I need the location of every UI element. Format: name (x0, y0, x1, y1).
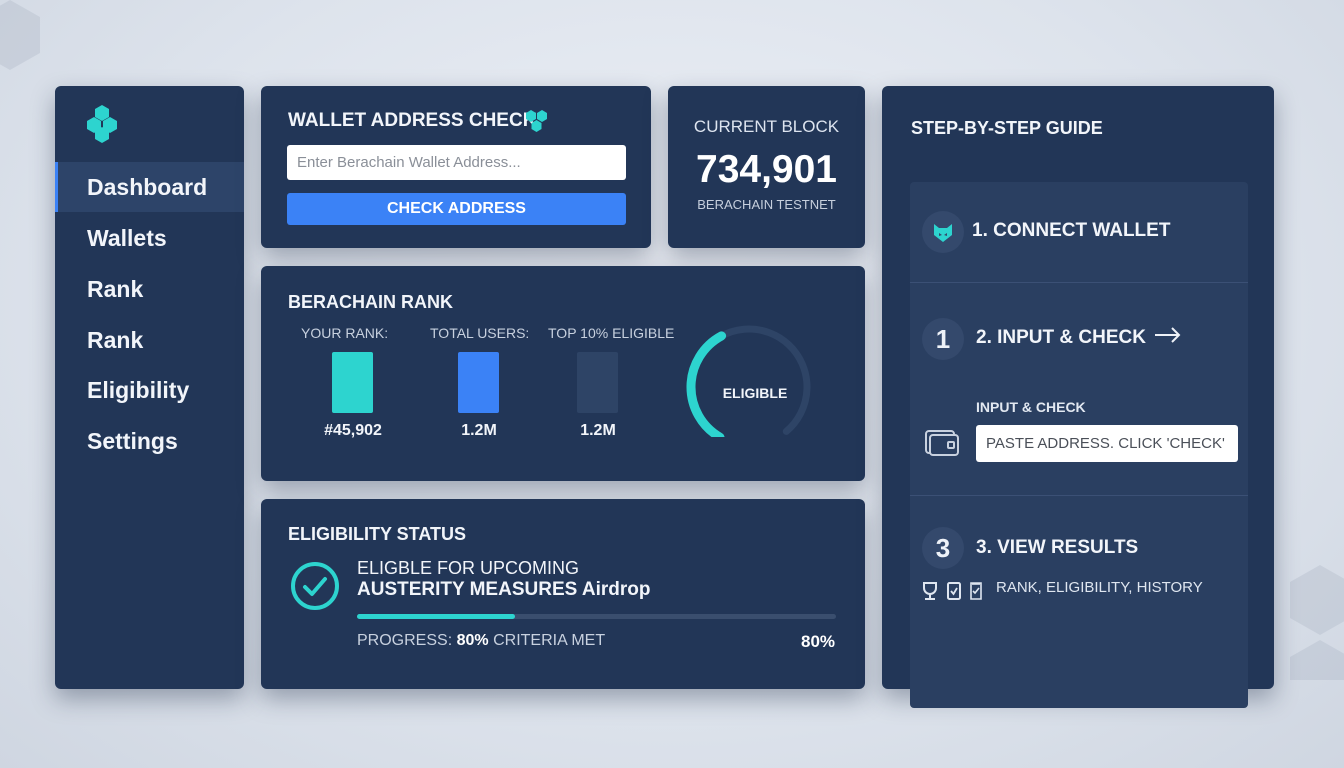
eligibility-title: ELIGIBILITY STATUS (288, 524, 467, 544)
progress-value: 80% (456, 632, 489, 649)
step-input-check[interactable]: 2. INPUT & CHECK (976, 327, 1146, 348)
sidebar-item-rank-2[interactable]: Rank (87, 327, 144, 353)
result-icons (923, 582, 982, 600)
your-rank-label: YOUR RANK: (301, 325, 389, 341)
wallet-check-panel: WALLET ADDRESS CHECK CHECK ADDRESS (261, 86, 651, 248)
step-number-badge: 1 (922, 318, 964, 360)
progress-label: PROGRESS: (357, 632, 453, 649)
sidebar-item-dashboard[interactable]: Dashboard (55, 162, 244, 212)
step-view-results[interactable]: 3. VIEW RESULTS (976, 537, 1139, 558)
sidebar-item-eligibility[interactable]: Eligibility (87, 377, 190, 403)
top-eligible-bar (577, 352, 618, 413)
background-hexagon-icon (1290, 565, 1344, 680)
current-block-value: 734,901 (696, 148, 837, 191)
hexagon-cluster-icon (526, 110, 547, 132)
current-block-label: CURRENT BLOCK (693, 117, 840, 136)
total-users-bar (458, 352, 499, 413)
paste-address-input[interactable] (976, 425, 1238, 462)
total-users-value: 1.2M (461, 422, 497, 439)
fox-wallet-icon[interactable] (922, 211, 964, 253)
sidebar-item-settings[interactable]: Settings (87, 428, 178, 454)
step-connect-wallet[interactable]: 1. CONNECT WALLET (972, 220, 1171, 241)
top-eligible-label: TOP 10% ELIGIBLE (548, 325, 675, 341)
wallet-check-title: WALLET ADDRESS CHECK (288, 110, 537, 131)
step-number-badge: 3 (922, 527, 964, 569)
rank-title: BERACHAIN RANK (288, 292, 453, 312)
network-label: BERACHAIN TESTNET (697, 197, 836, 212)
total-users-label: TOTAL USERS: (430, 325, 530, 341)
berachain-rank-panel: BERACHAIN RANK YOUR RANK: TOTAL USERS: T… (261, 266, 865, 481)
top-eligible-value: 1.2M (580, 422, 616, 439)
divider (910, 282, 1248, 283)
wallet-address-input[interactable] (287, 145, 626, 180)
results-description: RANK, ELIGIBILITY, HISTORY (996, 579, 1203, 596)
check-address-button[interactable]: CHECK ADDRESS (287, 193, 626, 225)
trophy-icon (923, 582, 937, 600)
arrow-right-icon (1155, 327, 1181, 343)
progress-text: PROGRESS: 80% CRITERIA MET (357, 632, 605, 650)
divider (910, 495, 1248, 496)
progress-bar (357, 614, 836, 619)
clipboard-check-icon (947, 582, 961, 600)
input-check-sublabel: INPUT & CHECK (976, 399, 1086, 415)
progress-suffix: CRITERIA MET (493, 632, 606, 649)
wallet-icon (925, 430, 959, 456)
background-hexagon-icon (0, 0, 40, 70)
progress-bar-fill (357, 614, 516, 619)
sidebar-item-wallets[interactable]: Wallets (87, 225, 167, 251)
step-guide-panel: STEP-BY-STEP GUIDE 1. CONNECT WALLET 1 2… (882, 86, 1274, 708)
current-block-panel: CURRENT BLOCK 734,901 BERACHAIN TESTNET (668, 86, 865, 248)
eligibility-status-panel: ELIGIBILITY STATUS ELIGBLE FOR UPCOMING … (261, 499, 865, 689)
sidebar: Dashboard Wallets Rank Rank Eligibility … (55, 86, 244, 689)
guide-steps: 1. CONNECT WALLET 1 2. INPUT & CHECK INP… (910, 182, 1248, 708)
check-circle-icon (291, 562, 339, 610)
hexagon-cluster-icon[interactable] (85, 104, 119, 144)
eligibility-message-line2: AUSTERITY MEASURES Airdrop (357, 579, 651, 600)
guide-title: STEP-BY-STEP GUIDE (911, 118, 1103, 138)
progress-percent: 80% (801, 632, 836, 651)
your-rank-bar (332, 352, 373, 413)
eligibility-gauge (686, 325, 811, 437)
checklist-icon (970, 582, 982, 600)
eligibility-message-line1: ELIGBLE FOR UPCOMING (357, 558, 580, 578)
gauge-label: ELIGIBLE (722, 385, 788, 401)
your-rank-value: #45,902 (324, 422, 382, 439)
sidebar-item-rank[interactable]: Rank (87, 276, 144, 302)
